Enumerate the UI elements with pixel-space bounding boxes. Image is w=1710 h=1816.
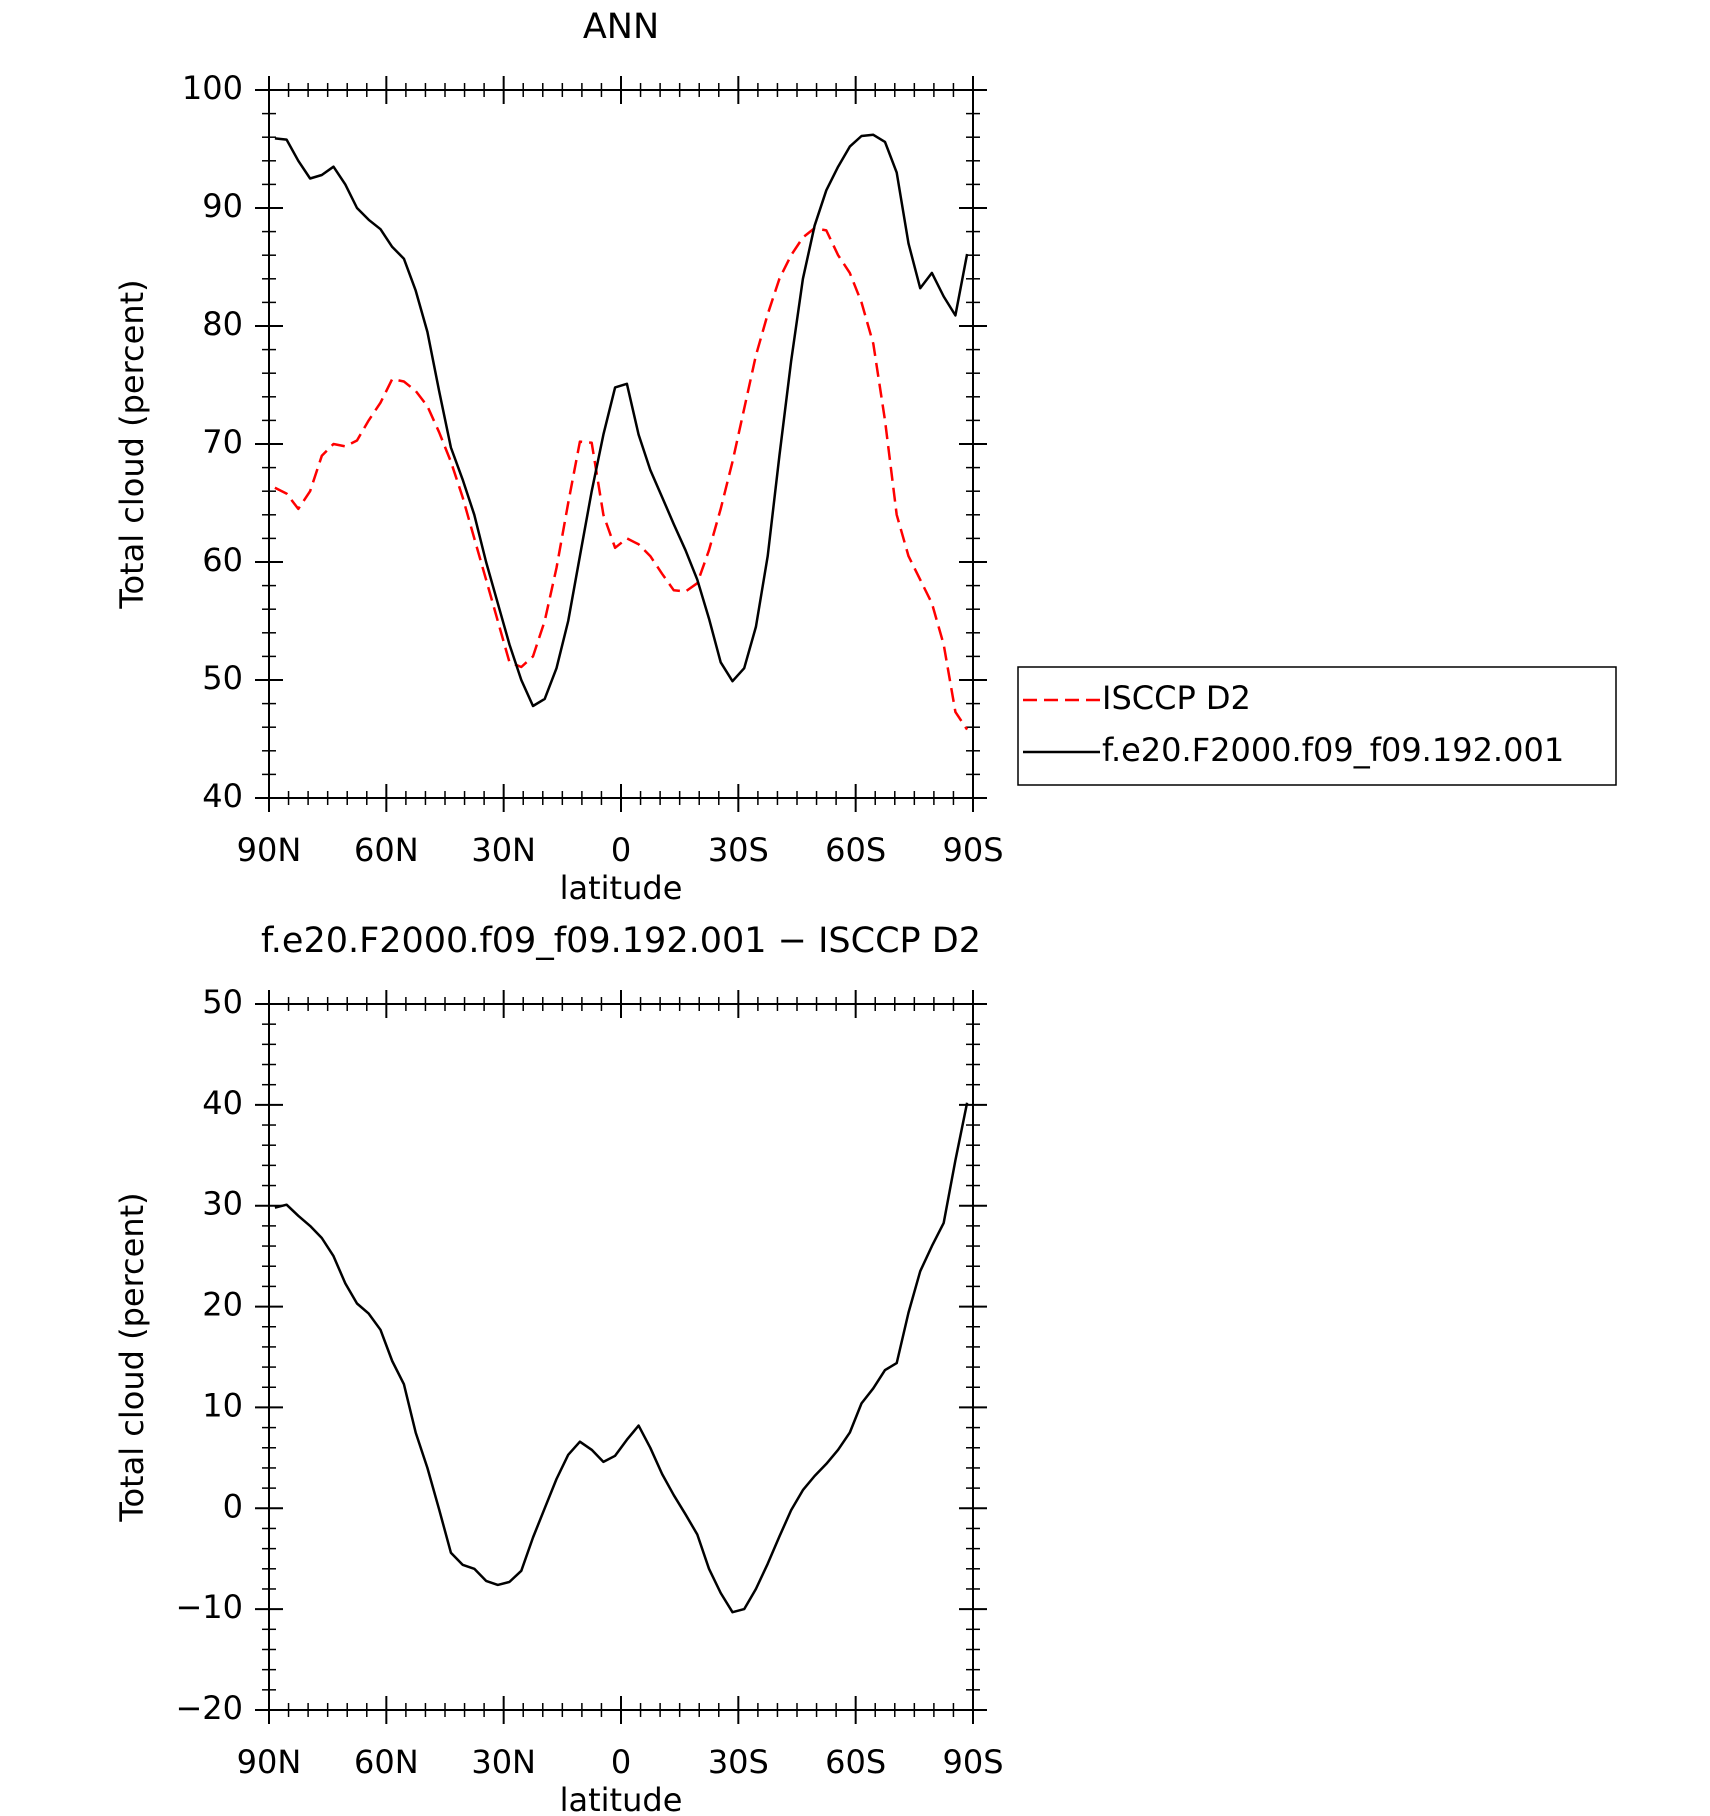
y-tick-label: 60: [202, 541, 243, 579]
x-tick-label: 60S: [825, 831, 886, 869]
y-tick-label: 40: [202, 777, 243, 815]
y-tick-label: −10: [175, 1588, 243, 1626]
y-tick-label: 0: [223, 1487, 243, 1525]
x-tick-label: 60N: [354, 831, 419, 869]
x-axis-label: latitude: [560, 1781, 683, 1816]
x-tick-label: 30S: [708, 831, 769, 869]
x-tick-label: 30N: [471, 1743, 536, 1781]
plot-frame: [268, 89, 974, 799]
y-tick-label: 70: [202, 423, 243, 461]
x-tick-label: 30N: [471, 831, 536, 869]
chart-title: ANN: [583, 7, 659, 47]
y-tick-label: 50: [202, 659, 243, 697]
y-axis-label: Total cloud (percent): [113, 279, 151, 609]
y-tick-label: −20: [175, 1689, 243, 1727]
data-line: [274, 226, 969, 731]
x-tick-label: 90S: [942, 831, 1003, 869]
plot-frame: [268, 1003, 974, 1711]
x-tick-label: 60S: [825, 1743, 886, 1781]
x-tick-label: 90S: [942, 1743, 1003, 1781]
y-tick-label: 20: [202, 1286, 243, 1324]
x-tick-label: 60N: [354, 1743, 419, 1781]
y-tick-label: 40: [202, 1084, 243, 1122]
data-line: [274, 133, 969, 708]
y-tick-label: 90: [202, 187, 243, 225]
x-tick-label: 90N: [237, 1743, 302, 1781]
y-tick-label: 50: [202, 983, 243, 1021]
legend-label: f.e20.F2000.f09_f09.192.001: [1102, 731, 1564, 769]
legend-label: ISCCP D2: [1102, 679, 1251, 717]
y-tick-label: 100: [182, 69, 243, 107]
data-line: [274, 1102, 969, 1614]
y-axis-label: Total cloud (percent): [113, 1192, 151, 1522]
x-tick-label: 30S: [708, 1743, 769, 1781]
y-tick-label: 80: [202, 305, 243, 343]
x-axis-label: latitude: [560, 869, 683, 907]
x-tick-label: 0: [611, 1743, 631, 1781]
chart-title: f.e20.F2000.f09_f09.192.001 − ISCCP D2: [261, 921, 981, 961]
legend-box: [1017, 666, 1617, 786]
y-tick-label: 10: [202, 1386, 243, 1424]
x-tick-label: 90N: [237, 831, 302, 869]
y-tick-label: 30: [202, 1185, 243, 1223]
x-tick-label: 0: [611, 831, 631, 869]
